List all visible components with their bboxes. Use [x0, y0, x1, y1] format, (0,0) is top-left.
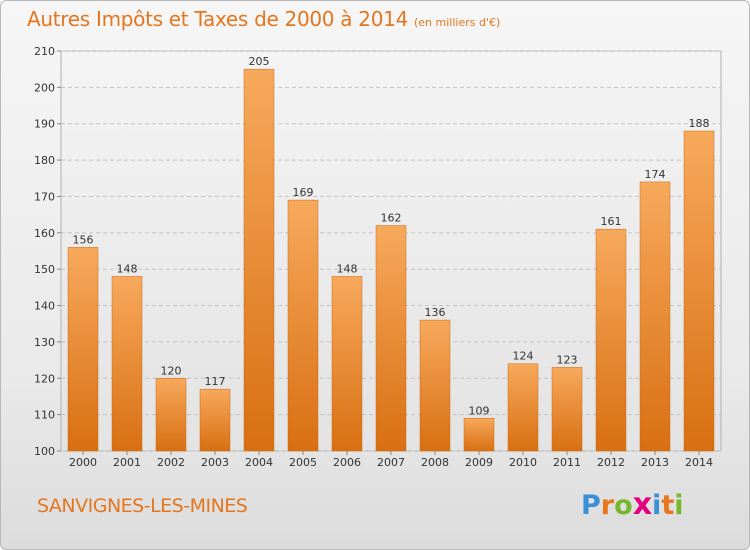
y-tick-label: 200 — [34, 81, 55, 94]
logo-letter: o — [614, 490, 633, 521]
logo-letter: t — [661, 490, 675, 521]
value-label: 120 — [161, 364, 182, 377]
bar-2006 — [331, 276, 363, 452]
bar-2011 — [551, 367, 583, 452]
value-label: 161 — [601, 215, 622, 228]
logo-letter: x — [632, 487, 653, 522]
y-tick-label: 130 — [34, 336, 55, 349]
value-label: 148 — [117, 262, 138, 275]
bar-2000 — [67, 247, 99, 452]
bar-2007 — [375, 225, 407, 452]
chart-title-text: Autres Impôts et Taxes de 2000 à 2014 — [27, 7, 408, 31]
x-tick-label: 2014 — [685, 456, 713, 469]
value-label: 123 — [557, 353, 578, 366]
value-label: 188 — [689, 117, 710, 130]
value-label: 117 — [205, 375, 226, 388]
y-tick-label: 190 — [34, 118, 55, 131]
x-tick-label: 2008 — [421, 456, 449, 469]
y-tick-label: 170 — [34, 190, 55, 203]
value-label: 174 — [645, 168, 666, 181]
x-tick-label: 2002 — [157, 456, 185, 469]
x-tick-label: 2003 — [201, 456, 229, 469]
x-tick-label: 2004 — [245, 456, 273, 469]
value-label: 109 — [469, 404, 490, 417]
x-tick-label: 2006 — [333, 456, 361, 469]
bar-2014 — [683, 130, 715, 452]
y-tick-label: 120 — [34, 372, 55, 385]
logo-letter: i — [674, 490, 684, 521]
logo-letter: i — [652, 490, 662, 521]
x-tick-label: 2010 — [509, 456, 537, 469]
y-tick-label: 180 — [34, 154, 55, 167]
bar-2013 — [639, 181, 671, 452]
x-tick-label: 2005 — [289, 456, 317, 469]
y-tick-label: 150 — [34, 263, 55, 276]
chart-unit: (en milliers d'€) — [414, 16, 501, 29]
value-label: 162 — [381, 212, 402, 225]
value-label: 205 — [249, 55, 270, 68]
y-tick-label: 140 — [34, 300, 55, 313]
x-axis-labels: 2000 2001 2002 2003 2004 2005 2006 2007 2008 2009… — [69, 451, 713, 469]
bar-2001 — [111, 276, 143, 452]
logo-letter: r — [600, 490, 615, 521]
x-tick-label: 2011 — [553, 456, 581, 469]
x-tick-label: 2013 — [641, 456, 669, 469]
x-tick-label: 2001 — [113, 456, 141, 469]
x-tick-label: 2012 — [597, 456, 625, 469]
chart-title: Autres Impôts et Taxes de 2000 à 2014 (en… — [27, 7, 500, 31]
y-axis-labels: 100 110 120 130 140 150 160 170 180 190 200 210 — [34, 45, 55, 458]
y-tick-label: 100 — [34, 445, 55, 458]
y-tick-label: 210 — [34, 45, 55, 58]
value-label: 156 — [73, 233, 94, 246]
bar-2009 — [463, 418, 495, 452]
value-label: 148 — [337, 262, 358, 275]
bar-2008 — [419, 319, 451, 452]
y-tick-label: 110 — [34, 409, 55, 422]
value-label: 136 — [425, 306, 446, 319]
x-tick-label: 2000 — [69, 456, 97, 469]
bar-2005 — [287, 199, 319, 452]
bars — [67, 68, 715, 452]
value-labels: 156 148 120 117 205 169 148 162 136 109 124 123 161 1… — [73, 55, 710, 417]
brand-logo: Proxiti — [581, 487, 684, 527]
x-tick-label: 2009 — [465, 456, 493, 469]
y-tick-label: 160 — [34, 227, 55, 240]
logo-letter: P — [581, 490, 601, 521]
bar-2010 — [507, 363, 539, 452]
bar-2004 — [243, 68, 275, 452]
value-label: 169 — [293, 186, 314, 199]
value-label: 124 — [513, 350, 534, 363]
bar-2002 — [155, 378, 187, 452]
x-tick-label: 2007 — [377, 456, 405, 469]
bar-2003 — [199, 388, 231, 452]
bar-2012 — [595, 228, 627, 452]
place-name: SANVIGNES-LES-MINES — [37, 495, 248, 517]
